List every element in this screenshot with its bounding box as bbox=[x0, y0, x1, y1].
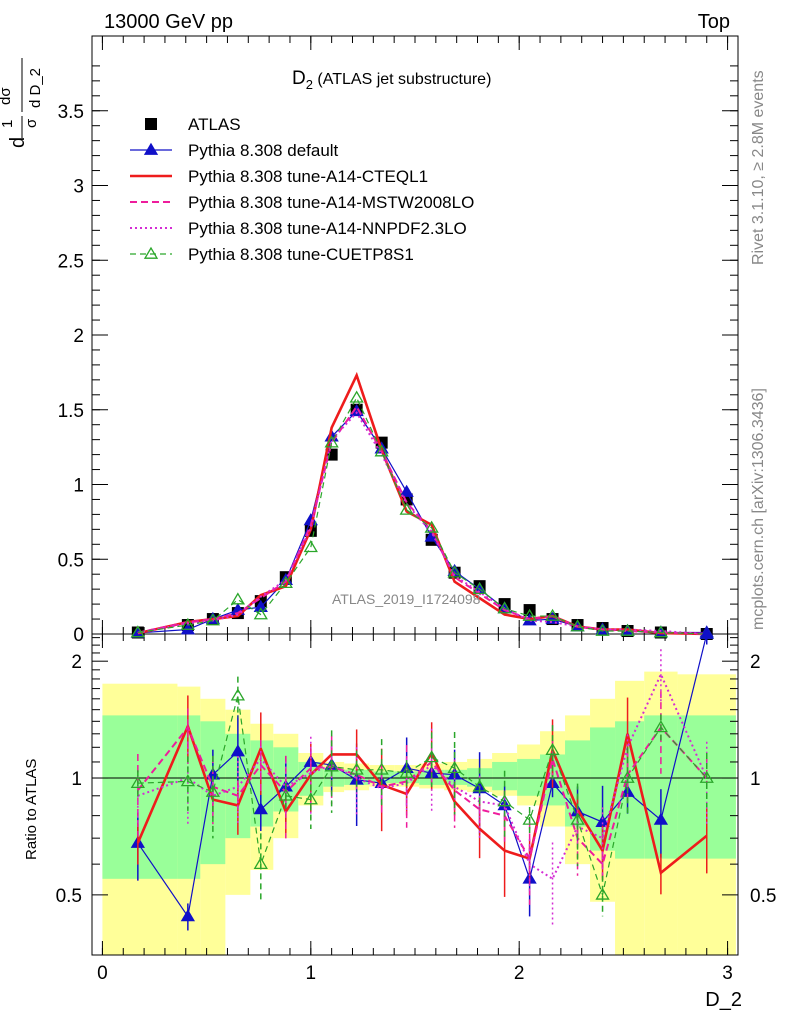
legend-label: Pythia 8.308 tune-A14-NNPDF2.3LO bbox=[188, 219, 467, 238]
ratio-marker bbox=[230, 744, 246, 757]
svg-text:d D_2: d D_2 bbox=[27, 68, 44, 108]
ratio-tick-label: 1 bbox=[71, 769, 82, 790]
ratio-marker bbox=[278, 788, 293, 801]
x-tick-label: 2 bbox=[514, 963, 525, 984]
ratio-marker bbox=[349, 762, 364, 775]
legend-label: Pythia 8.308 tune-CUETP8S1 bbox=[188, 245, 414, 264]
ratio-tick-label-right: 0.5 bbox=[750, 886, 776, 907]
ratio-marker bbox=[570, 812, 585, 825]
y-tick-label: 2 bbox=[73, 326, 84, 347]
ratio-tick-label-right: 2 bbox=[750, 652, 761, 673]
series-marker bbox=[653, 625, 669, 638]
series-marker bbox=[424, 520, 439, 533]
series-marker bbox=[595, 623, 610, 636]
ratio-marker bbox=[180, 774, 195, 787]
uncertainty-band-green bbox=[177, 715, 201, 879]
svg-text:dσ: dσ bbox=[0, 87, 14, 105]
series-marker bbox=[253, 607, 268, 620]
y-tick-label: 0 bbox=[73, 625, 84, 646]
x-axis-label: D_2 bbox=[705, 989, 742, 1011]
ratio-tick-label: 2 bbox=[71, 652, 82, 673]
x-tick-label: 0 bbox=[97, 963, 108, 984]
series-marker bbox=[522, 608, 537, 621]
ratio-marker bbox=[303, 792, 318, 805]
y-tick-label: 3.5 bbox=[58, 102, 84, 123]
ratio-marker bbox=[424, 750, 439, 763]
series-marker bbox=[180, 617, 195, 630]
ratio-marker bbox=[324, 759, 339, 772]
series-marker bbox=[130, 625, 145, 638]
y-tick-label: 3 bbox=[73, 177, 84, 198]
plot-title: D2 (ATLAS jet substructure) bbox=[292, 68, 491, 92]
legend-label: Pythia 8.308 tune-A14-MSTW2008LO bbox=[188, 193, 474, 212]
svg-text:σ: σ bbox=[23, 118, 40, 128]
ratio-tick-label: 0.5 bbox=[56, 886, 82, 907]
series-marker bbox=[545, 608, 560, 621]
ratio-marker bbox=[399, 765, 414, 778]
svg-text:1: 1 bbox=[0, 120, 16, 128]
ratio-marker bbox=[545, 742, 560, 755]
series-marker bbox=[399, 484, 414, 497]
legend-label: Pythia 8.308 tune-A14-CTEQL1 bbox=[188, 167, 428, 186]
uncertainty-band-green bbox=[517, 758, 541, 796]
header-left: 13000 GeV pp bbox=[104, 11, 233, 33]
y-tick-label: 0.5 bbox=[58, 550, 84, 571]
legend-marker bbox=[143, 142, 159, 155]
ratio-marker bbox=[497, 794, 512, 807]
ratio-tick-label-right: 1 bbox=[750, 769, 761, 790]
ratio-marker bbox=[374, 762, 389, 775]
series-marker bbox=[324, 435, 339, 448]
ratio-marker bbox=[699, 770, 714, 783]
ratio-marker bbox=[180, 909, 195, 922]
legend-label: Pythia 8.308 default bbox=[188, 141, 339, 160]
ratio-marker bbox=[522, 812, 537, 825]
ratio-marker bbox=[653, 720, 669, 733]
svg-text:d: d bbox=[7, 137, 29, 148]
header-right: Top bbox=[698, 11, 730, 33]
y-tick-label: 2.5 bbox=[58, 251, 84, 272]
series-marker bbox=[230, 592, 246, 605]
series-marker bbox=[303, 540, 318, 553]
series-marker bbox=[399, 502, 414, 515]
ratio-marker bbox=[472, 779, 487, 792]
mcplots-label: mcplots.cern.ch [arXiv:1306.3436] bbox=[750, 388, 767, 630]
ratio-marker bbox=[130, 775, 145, 789]
x-tick-label: 3 bbox=[722, 963, 733, 984]
series-marker bbox=[472, 581, 487, 594]
ratio-marker bbox=[253, 802, 268, 815]
upper-y-axis-label: d 1 σ dσ d D_2 bbox=[0, 58, 44, 148]
ratio-marker bbox=[699, 626, 714, 639]
series-marker bbox=[447, 565, 462, 578]
series-marker bbox=[374, 444, 389, 457]
series-marker bbox=[349, 390, 364, 403]
ratio-marker bbox=[447, 760, 462, 774]
series-marker bbox=[253, 599, 268, 612]
ratio-marker bbox=[653, 812, 669, 825]
x-tick-label: 1 bbox=[306, 963, 317, 984]
series-marker bbox=[278, 575, 293, 589]
ratio-marker bbox=[620, 770, 635, 783]
legend-marker bbox=[143, 246, 159, 259]
series-line-pythia-8-308-tune-a14-nnpdf2-3lo bbox=[137, 411, 707, 635]
legend-label: ATLAS bbox=[188, 115, 241, 134]
series-marker bbox=[205, 613, 221, 626]
ratio-marker bbox=[595, 887, 610, 900]
lower-y-axis-label: Ratio to ATLAS bbox=[23, 759, 40, 860]
analysis-watermark: ATLAS_2019_I1724098 bbox=[332, 591, 481, 607]
ratio-marker bbox=[253, 856, 268, 869]
rivet-label: Rivet 3.1.10, ≥ 2.8M events bbox=[750, 70, 767, 265]
ratio-marker bbox=[230, 688, 246, 701]
ratio-marker bbox=[205, 784, 221, 797]
y-tick-label: 1.5 bbox=[58, 401, 84, 422]
legend-marker-atlas bbox=[145, 118, 157, 130]
series-marker bbox=[497, 601, 512, 614]
uncertainty-band-green bbox=[102, 715, 178, 879]
series-marker bbox=[570, 619, 585, 632]
ratio-line-pythia-8-308-tune-cuetp8s1 bbox=[137, 695, 708, 898]
series-line-pythia-8-308-tune-cuetp8s1 bbox=[137, 396, 707, 635]
y-tick-label: 1 bbox=[73, 476, 84, 497]
series-marker bbox=[620, 623, 635, 636]
ratio-line-pythia-8-308-tune-a14-nnpdf2-3lo bbox=[137, 671, 708, 881]
